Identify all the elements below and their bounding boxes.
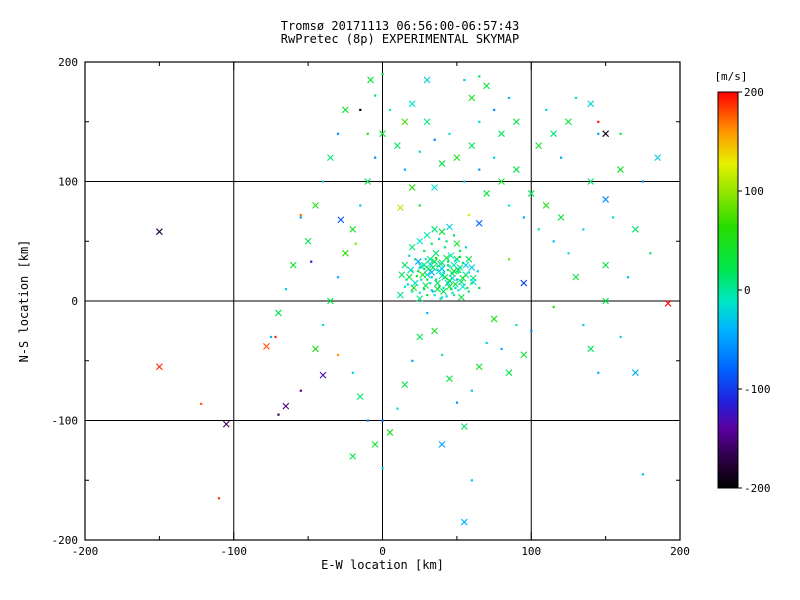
colorbar-label: [m/s] — [714, 70, 748, 83]
svg-text:-200: -200 — [52, 534, 79, 547]
svg-text:-100: -100 — [744, 383, 771, 396]
svg-text:200: 200 — [744, 86, 764, 99]
svg-text:0: 0 — [379, 545, 386, 558]
svg-text:-200: -200 — [744, 482, 771, 495]
y-axis-label: N-S location [km] — [17, 239, 31, 363]
axis-ticks: -200 -100 0 100 200 -200 -100 0 100 200 — [52, 56, 690, 558]
plot-title: Tromsø 20171113 06:56:00-06:57:43 — [280, 19, 520, 33]
x-axis-label: E-W location [km] — [321, 558, 444, 572]
svg-text:100: 100 — [521, 545, 541, 558]
svg-text:200: 200 — [58, 56, 78, 69]
svg-text:100: 100 — [744, 185, 764, 198]
scatter-points — [155, 72, 672, 526]
colorbar: 200 100 0 -100 -200 — [717, 86, 771, 495]
gridlines — [85, 62, 680, 540]
svg-text:0: 0 — [71, 295, 78, 308]
svg-text:0: 0 — [744, 284, 751, 297]
plot-subtitle: RwPretec (8p) EXPERIMENTAL SKYMAP — [280, 32, 520, 46]
svg-text:100: 100 — [58, 176, 78, 189]
svg-text:-200: -200 — [72, 545, 99, 558]
svg-text:200: 200 — [670, 545, 690, 558]
svg-text:-100: -100 — [221, 545, 248, 558]
svg-text:-100: -100 — [52, 415, 79, 428]
